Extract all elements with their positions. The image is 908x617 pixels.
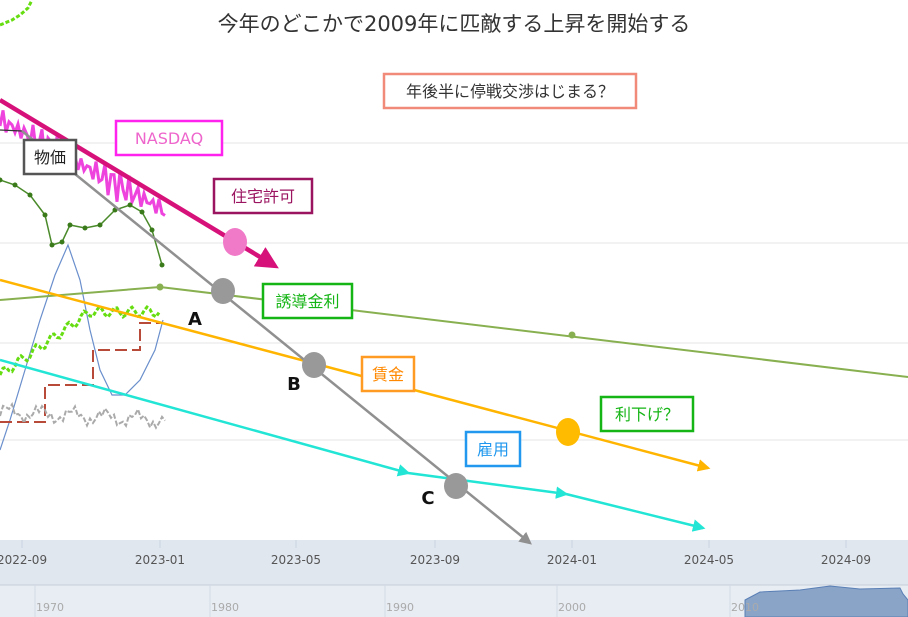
policy-rate-label: 誘導金利	[275, 292, 339, 311]
point-a-marker	[211, 278, 235, 304]
series-point	[97, 222, 103, 228]
x-tick-label: 2022-09	[0, 553, 47, 567]
navigator-tick-label: 2000	[558, 601, 586, 614]
wages-label: 賃金	[372, 365, 404, 384]
point-b-marker	[302, 352, 326, 378]
x-tick-label: 2023-05	[271, 553, 321, 567]
x-tick-label: 2023-09	[410, 553, 460, 567]
employment-trend-arrow-3	[565, 492, 706, 532]
x-tick-label: 2023-01	[135, 553, 185, 567]
x-axis-band	[0, 540, 908, 585]
nasdaq-label: NASDAQ	[135, 129, 203, 148]
prices-history	[0, 129, 23, 132]
employment-label: 雇用	[477, 440, 509, 459]
prices-trend-arrow	[21, 130, 532, 545]
x-tick-label: 2024-09	[821, 553, 871, 567]
x-tick-label: 2024-01	[547, 553, 597, 567]
policy-rate-line	[0, 286, 161, 301]
wages-trend-arrow	[0, 278, 711, 472]
ceasefire-label-box	[382, 72, 638, 110]
series-point	[127, 202, 133, 208]
point-b-label: B	[287, 374, 301, 395]
navigator-tick-label: 1990	[386, 601, 414, 614]
housing-label-box	[212, 177, 314, 215]
ceasefire-label: 年後半に停戦交渉はじまる？	[406, 82, 614, 101]
series-point	[59, 239, 65, 245]
housing-marker	[223, 228, 247, 256]
rate-cut-label: 利下げ？	[615, 405, 679, 424]
employment-trend-arrow-2	[407, 471, 569, 499]
series-point	[27, 192, 33, 198]
series-point	[49, 242, 55, 248]
series-point	[0, 177, 3, 183]
wages-label-box	[360, 355, 416, 393]
navigator-tick-label: 1980	[211, 601, 239, 614]
point-c-marker	[444, 473, 468, 499]
chart-title: 今年のどこかで2009年に匹敵する上昇を開始する	[217, 12, 691, 36]
employment-label-box	[464, 430, 522, 468]
series-point	[139, 209, 145, 215]
x-tick-label: 2024-05	[684, 553, 734, 567]
series-red	[0, 322, 160, 423]
navigator-series	[744, 585, 908, 617]
point-c-label: C	[421, 488, 434, 509]
rate-cut-marker	[556, 418, 580, 446]
nasdaq-label-box	[114, 119, 224, 157]
prices-label: 物価	[34, 148, 66, 167]
navigator-tick-label: 1970	[36, 601, 64, 614]
series-bright-green	[0, 304, 161, 376]
prices-label-box	[22, 138, 78, 176]
navigator-tick-label: 2010	[731, 601, 759, 614]
rate-cut-label-box	[599, 395, 695, 433]
series-point	[149, 227, 155, 233]
housing-label: 住宅許可	[231, 187, 295, 206]
employment-trend-arrow	[0, 358, 411, 477]
series-gray	[0, 401, 166, 430]
series-point	[82, 225, 88, 231]
series-point	[42, 212, 48, 218]
policy-rate-label-box	[261, 282, 354, 320]
series-bright-green-top	[0, 0, 34, 27]
series-point	[159, 262, 165, 268]
point-a-label: A	[188, 309, 202, 330]
policy-rate-point	[156, 283, 164, 291]
series-point	[67, 222, 73, 228]
policy-rate-point	[568, 331, 576, 339]
series-point	[12, 182, 18, 188]
